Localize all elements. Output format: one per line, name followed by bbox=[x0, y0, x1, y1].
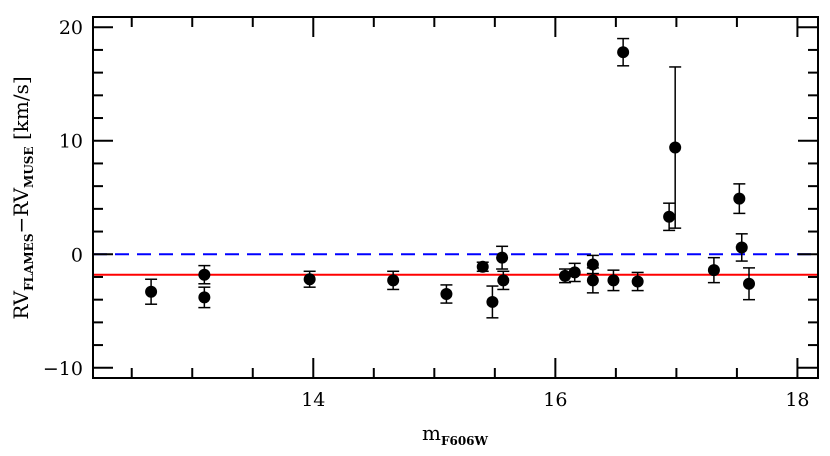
point-marker bbox=[631, 275, 644, 288]
data-point bbox=[735, 233, 748, 262]
point-marker bbox=[303, 273, 316, 286]
x-axis-label: mF606W bbox=[422, 421, 489, 448]
point-marker bbox=[607, 274, 620, 287]
x-tick-label: 16 bbox=[543, 389, 567, 411]
point-marker bbox=[559, 269, 572, 282]
point-marker bbox=[735, 241, 748, 254]
data-point bbox=[586, 267, 599, 294]
point-marker bbox=[486, 295, 499, 308]
data-point bbox=[631, 271, 644, 292]
point-marker bbox=[669, 141, 682, 154]
data-point bbox=[145, 278, 158, 305]
data-point bbox=[440, 284, 453, 304]
data-point bbox=[486, 285, 499, 319]
data-point bbox=[476, 260, 489, 273]
point-marker bbox=[476, 260, 489, 273]
y-tick-label: 20 bbox=[59, 17, 83, 39]
point-marker bbox=[568, 266, 581, 279]
x-tick-label: 14 bbox=[301, 389, 325, 411]
point-marker bbox=[440, 287, 453, 300]
data-point bbox=[669, 66, 682, 229]
x-tick-label: 18 bbox=[785, 389, 809, 411]
data-point bbox=[198, 286, 211, 309]
point-marker bbox=[496, 251, 509, 264]
point-marker bbox=[497, 274, 510, 287]
point-marker bbox=[198, 268, 211, 281]
data-point bbox=[496, 245, 509, 270]
data-point bbox=[568, 262, 581, 283]
data-point bbox=[617, 37, 630, 67]
point-marker bbox=[617, 46, 630, 59]
point-marker bbox=[707, 264, 720, 277]
data-point bbox=[743, 267, 756, 301]
point-marker bbox=[743, 277, 756, 290]
y-axis-label: RVFLAMES−RVMUSE [km/s] bbox=[9, 76, 36, 319]
data-point bbox=[497, 270, 510, 291]
data-point bbox=[733, 183, 746, 215]
data-point bbox=[303, 270, 316, 288]
point-marker bbox=[733, 192, 746, 205]
data-point bbox=[387, 270, 400, 291]
y-tick-label: 10 bbox=[59, 131, 83, 153]
data-point bbox=[559, 268, 572, 284]
plot-frame bbox=[92, 16, 819, 379]
data-point bbox=[607, 269, 620, 292]
data-point bbox=[663, 202, 676, 232]
point-marker bbox=[387, 274, 400, 287]
data-point bbox=[198, 264, 211, 285]
point-marker bbox=[663, 210, 676, 223]
point-marker bbox=[145, 285, 158, 298]
point-marker bbox=[198, 291, 211, 304]
point-marker bbox=[586, 274, 599, 287]
y-tick-label: 0 bbox=[71, 244, 83, 266]
y-tick-label: −10 bbox=[43, 358, 83, 380]
data-point bbox=[707, 256, 720, 284]
